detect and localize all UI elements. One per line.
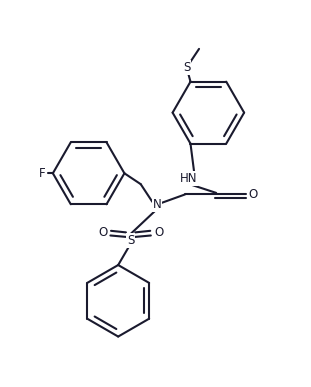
Text: O: O	[249, 188, 258, 201]
Text: S: S	[127, 234, 134, 247]
Text: F: F	[39, 167, 45, 180]
Text: O: O	[154, 226, 163, 239]
Text: S: S	[183, 61, 190, 74]
Text: HN: HN	[179, 172, 197, 185]
Text: O: O	[98, 226, 107, 239]
Text: N: N	[153, 198, 161, 211]
